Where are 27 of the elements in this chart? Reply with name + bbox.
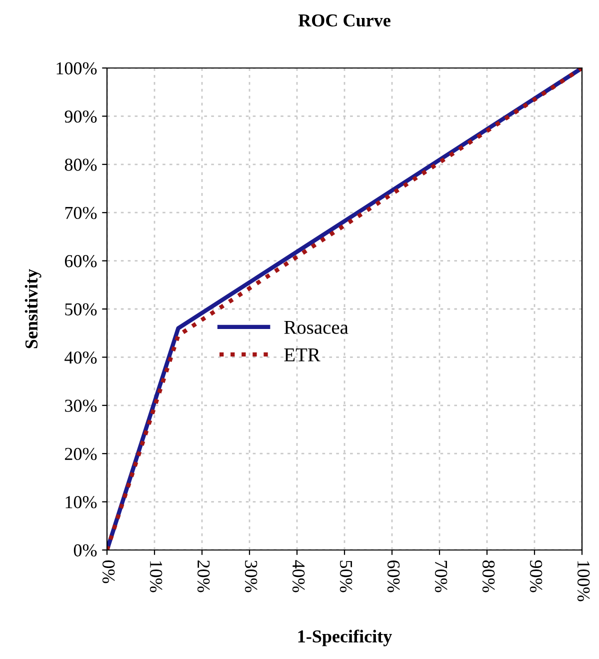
x-tick-label: 30% [244,560,258,592]
y-axis-title: Sensitivity [24,269,42,348]
legend-label: ETR [284,348,320,362]
x-tick-label: 40% [292,560,305,592]
x-tick-label: 60% [387,560,400,592]
x-tick-label: 80% [482,560,495,592]
y-tick-label: 50% [65,303,97,316]
y-tick-label: 70% [65,206,97,220]
x-tick-label: 50% [340,560,352,592]
y-tick-label: 60% [64,255,97,268]
chart-title: ROC Curve [298,14,390,27]
y-tick-label: 100% [56,62,97,74]
y-tick-label: 80% [64,158,97,171]
x-tick-label: 20% [197,560,210,592]
legend-label: Rosacea [284,321,348,334]
x-axis-title: 1-Specificity [298,630,392,646]
x-tick-label: 90% [530,560,542,592]
y-tick-label: 20% [64,448,97,460]
y-tick-label: 40% [64,351,97,364]
x-tick-label: 0% [102,560,115,584]
x-tick-label: 70% [434,560,448,592]
y-tick-label: 10% [66,496,97,508]
y-tick-label: 90% [64,110,97,123]
x-tick-label: 10% [150,561,162,592]
x-tick-label: 100% [577,561,590,602]
y-tick-label: 0% [74,544,97,556]
y-tick-label: 30% [65,400,97,412]
